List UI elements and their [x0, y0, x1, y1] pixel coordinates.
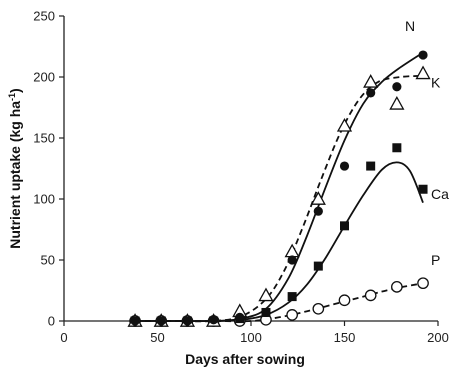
data-point-k	[310, 191, 326, 205]
data-points	[127, 50, 431, 327]
series-label-p: P	[431, 252, 440, 268]
fit-lines	[135, 51, 424, 323]
data-point-n	[366, 88, 376, 98]
data-point-p	[286, 309, 298, 321]
data-point-n	[182, 316, 193, 326]
data-point-p	[417, 277, 429, 290]
data-point-k	[258, 287, 274, 302]
data-point-p	[391, 280, 403, 293]
data-point-n	[339, 161, 350, 171]
x-tick-label: 0	[60, 330, 67, 345]
data-point-k	[389, 96, 405, 110]
y-ticks: 0 50 100 150 200 250	[33, 9, 64, 329]
series-label-n: N	[405, 18, 415, 34]
data-point-n	[418, 50, 428, 60]
y-axis-title-suffix: )	[7, 88, 23, 93]
y-axis-title-main: Nutrient uptake (kg ha	[7, 101, 23, 249]
data-point-p	[312, 302, 325, 315]
y-tick-label: 0	[48, 314, 55, 329]
x-tick-label: 100	[240, 330, 262, 345]
data-point-n	[287, 255, 297, 265]
y-tick-label: 150	[33, 131, 55, 146]
data-point-k	[336, 117, 353, 132]
data-point-k	[415, 65, 431, 80]
fit-line-k	[135, 74, 424, 323]
x-tick-label: 200	[427, 330, 449, 345]
data-point-k	[284, 243, 300, 258]
data-point-ca	[340, 221, 349, 231]
data-point-p	[364, 289, 377, 302]
fit-line-ca	[135, 161, 424, 322]
x-tick-label: 50	[150, 330, 164, 345]
y-tick-label: 100	[33, 192, 55, 207]
data-point-n	[130, 316, 140, 326]
x-ticks: 0 50 100 150 200	[60, 321, 449, 345]
data-point-k	[363, 74, 379, 88]
data-point-p	[338, 294, 351, 307]
data-point-n	[209, 315, 219, 325]
y-tick-label: 50	[41, 253, 55, 268]
x-axis-title: Days after sowing	[185, 351, 305, 367]
x-tick-label: 150	[334, 330, 356, 345]
series-labels: N K Ca P	[405, 18, 449, 268]
y-tick-label: 250	[33, 9, 55, 24]
data-point-n	[235, 312, 245, 322]
data-point-n	[261, 307, 271, 318]
data-point-ca	[287, 292, 297, 302]
axes: 0 50 100 150 200 0 50 100 150 200 250	[33, 9, 449, 346]
series-label-k: K	[431, 74, 441, 90]
series-label-ca: Ca	[431, 186, 449, 202]
y-axis-title-superscript: -1	[7, 93, 17, 101]
data-point-n	[156, 316, 166, 326]
fit-line-n	[135, 51, 424, 323]
fit-line-p	[135, 282, 424, 323]
data-point-ca	[313, 261, 323, 271]
y-tick-label: 200	[33, 70, 55, 85]
data-point-ca	[392, 143, 402, 153]
data-point-ca	[366, 161, 376, 171]
y-axis-title: Nutrient uptake (kg ha-1)	[7, 88, 23, 248]
data-point-n	[313, 206, 323, 216]
data-point-ca	[418, 184, 428, 194]
data-point-n	[392, 82, 402, 92]
